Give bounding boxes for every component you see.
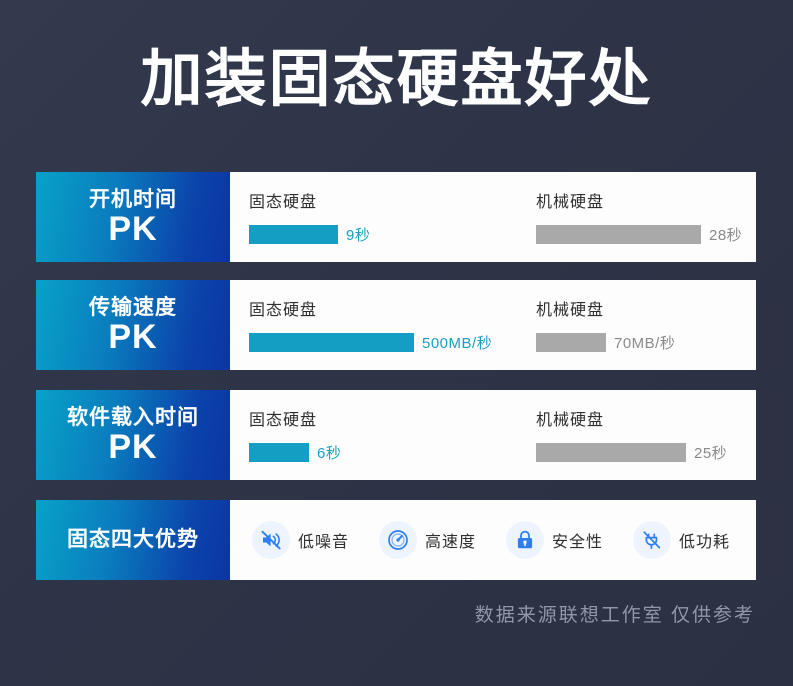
pk-row-label-panel: 软件载入时间 PK: [36, 390, 230, 480]
advantage-label: 安全性: [552, 534, 604, 551]
speaker-mute-icon: [252, 521, 290, 559]
advantages-row: 固态四大优势 低噪音: [36, 500, 756, 580]
pk-row-label-panel: 传输速度 PK: [36, 280, 230, 370]
ssd-bar: [249, 225, 338, 244]
hdd-bar-value: 28秒: [709, 227, 743, 244]
hdd-side-title: 机械硬盘: [536, 412, 605, 429]
hdd-bar-row: 28秒: [536, 224, 742, 245]
hdd-side: 机械硬盘 70MB/秒: [518, 280, 756, 370]
page-title: 加装固态硬盘好处: [140, 45, 653, 114]
pk-row-compare: 固态硬盘 6秒 机械硬盘 25秒: [230, 390, 756, 480]
speedometer-icon: [379, 521, 418, 559]
advantage-item: 高速度: [379, 521, 476, 559]
pk-row-label-title: 传输速度: [89, 296, 177, 319]
lock-icon: [506, 521, 545, 559]
footer-note: 数据来源联想工作室 仅供参考: [474, 605, 755, 626]
advantages-label: 固态四大优势: [67, 528, 199, 551]
ssd-bar: [249, 333, 414, 352]
pk-row-transfer-speed: 传输速度 PK 固态硬盘 500MB/秒 机械硬盘 70MB/秒: [36, 280, 756, 370]
ssd-bar: [249, 443, 309, 462]
pk-row-label-title: 软件载入时间: [67, 406, 199, 429]
ssd-bar-value: 9秒: [346, 227, 371, 244]
pk-row-software-load-time: 软件载入时间 PK 固态硬盘 6秒 机械硬盘 25秒: [36, 390, 756, 480]
page-title-wrap: 加装固态硬盘好处: [0, 44, 793, 116]
pk-row-label-panel: 开机时间 PK: [36, 172, 230, 262]
ssd-side: 固态硬盘 9秒: [230, 172, 518, 262]
pk-row-compare: 固态硬盘 9秒 机械硬盘 28秒: [230, 172, 756, 262]
pk-row-boot-time: 开机时间 PK 固态硬盘 9秒 机械硬盘 28秒: [36, 172, 756, 262]
ssd-side-title: 固态硬盘: [249, 302, 318, 319]
hdd-bar: [536, 443, 686, 462]
hdd-bar-value: 70MB/秒: [614, 335, 676, 352]
hdd-bar: [536, 225, 701, 244]
hdd-bar: [536, 333, 606, 352]
power-plug-icon: [633, 521, 672, 559]
ssd-bar-row: 500MB/秒: [249, 332, 492, 353]
pk-row-label-pk: PK: [108, 428, 158, 466]
ssd-bar-value: 6秒: [317, 445, 342, 462]
advantage-item: 低噪音: [252, 521, 349, 559]
pk-row-label-pk: PK: [108, 210, 158, 248]
hdd-bar-row: 70MB/秒: [536, 332, 675, 353]
ssd-bar-row: 9秒: [249, 224, 370, 245]
advantage-label: 高速度: [425, 534, 477, 551]
hdd-side: 机械硬盘 25秒: [518, 390, 756, 480]
hdd-bar-row: 25秒: [536, 442, 727, 463]
ssd-bar-value: 500MB/秒: [422, 335, 493, 352]
hdd-bar-value: 25秒: [694, 445, 728, 462]
advantages-label-panel: 固态四大优势: [36, 500, 230, 580]
hdd-side: 机械硬盘 28秒: [518, 172, 756, 262]
ssd-bar-row: 6秒: [249, 442, 341, 463]
ssd-side-title: 固态硬盘: [249, 194, 318, 211]
advantage-label: 低功耗: [679, 534, 731, 551]
hdd-side-title: 机械硬盘: [536, 194, 605, 211]
advantages-list: 低噪音 高速度: [230, 500, 756, 580]
pk-row-compare: 固态硬盘 500MB/秒 机械硬盘 70MB/秒: [230, 280, 756, 370]
advantage-item: 安全性: [506, 521, 603, 559]
ssd-side-title: 固态硬盘: [249, 412, 318, 429]
advantage-item: 低功耗: [633, 521, 730, 559]
ssd-side: 固态硬盘 500MB/秒: [230, 280, 518, 370]
hdd-side-title: 机械硬盘: [536, 302, 605, 319]
pk-row-label-pk: PK: [108, 318, 158, 356]
advantage-label: 低噪音: [298, 534, 350, 551]
ssd-side: 固态硬盘 6秒: [230, 390, 518, 480]
pk-row-label-title: 开机时间: [89, 188, 177, 211]
